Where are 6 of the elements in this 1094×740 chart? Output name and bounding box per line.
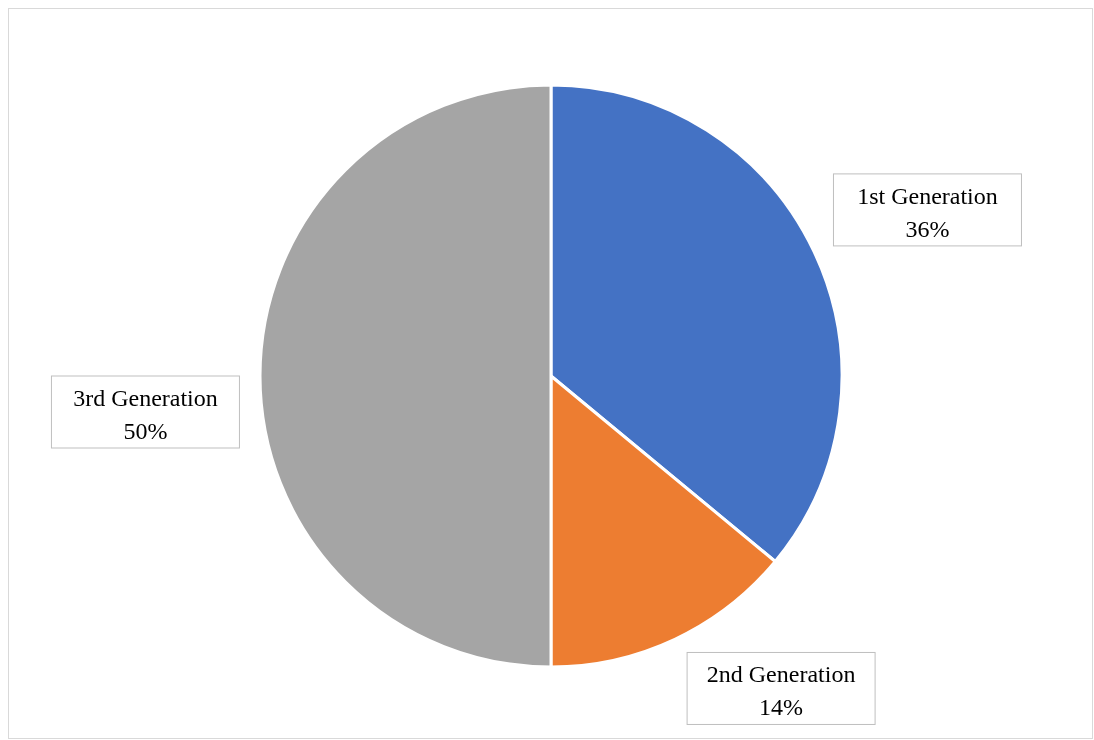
slice-label: 3rd Generation [73, 385, 218, 411]
data-label: 14% [759, 694, 804, 721]
data-label: 36% [905, 215, 950, 242]
data-label: 50% [123, 418, 168, 444]
slice-label: 1st Generation [857, 182, 998, 209]
slice-label: 2nd Generation [706, 661, 856, 688]
